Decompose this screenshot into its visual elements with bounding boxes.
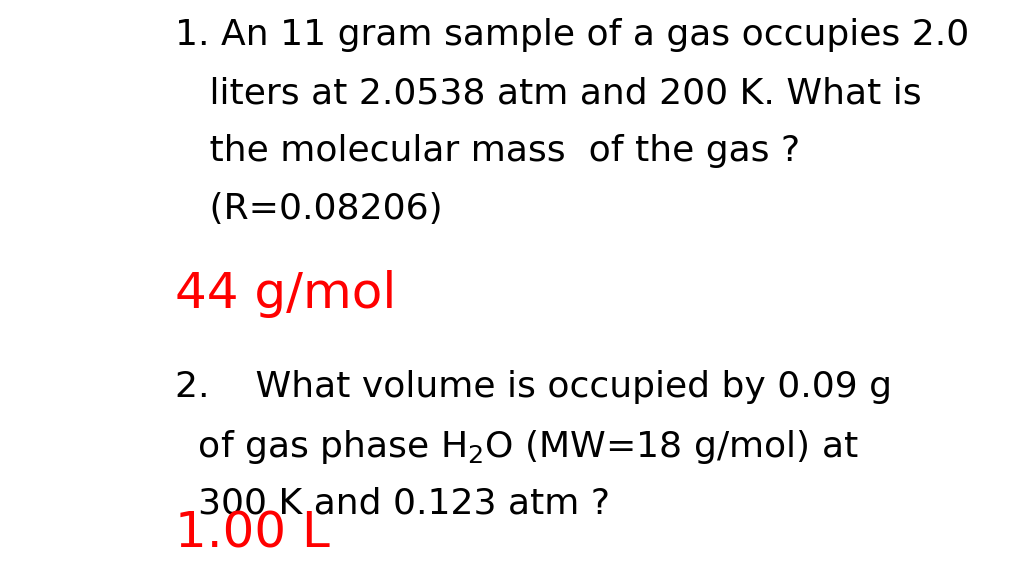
Text: 2.    What volume is occupied by 0.09 g: 2. What volume is occupied by 0.09 g [175, 370, 892, 404]
Text: of gas phase $\mathregular{H_2O}$ (MW=18 g/mol) at: of gas phase $\mathregular{H_2O}$ (MW=18… [175, 428, 859, 466]
Text: 300 K and 0.123 atm ?: 300 K and 0.123 atm ? [175, 486, 610, 520]
Text: liters at 2.0538 atm and 200 K. What is: liters at 2.0538 atm and 200 K. What is [175, 76, 922, 110]
Text: the molecular mass  of the gas ?: the molecular mass of the gas ? [175, 134, 800, 168]
Text: 1.00 L: 1.00 L [175, 510, 330, 558]
Text: 44 g/mol: 44 g/mol [175, 270, 396, 318]
Text: 1. An 11 gram sample of a gas occupies 2.0: 1. An 11 gram sample of a gas occupies 2… [175, 18, 970, 52]
Text: (R=0.08206): (R=0.08206) [175, 192, 442, 226]
